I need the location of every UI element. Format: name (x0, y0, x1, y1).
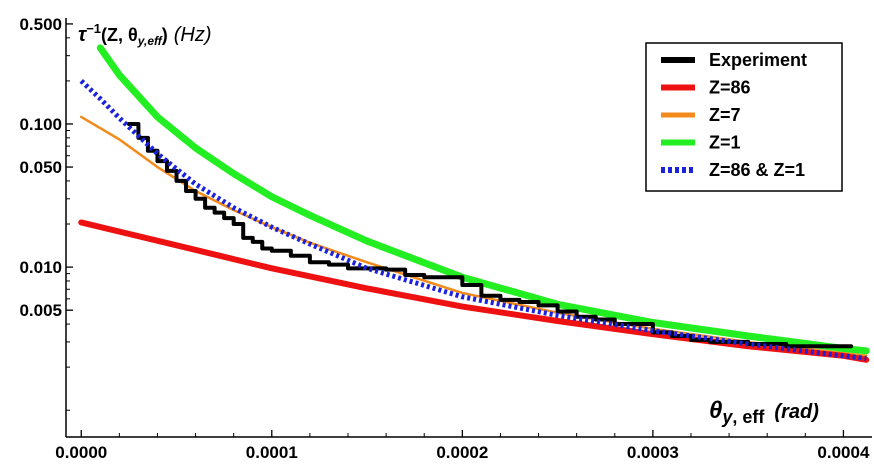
x-axis-title: θy, eff (rad) (709, 397, 819, 427)
legend: Experiment Z=86 Z=7 Z=1 Z=86 & Z=1 (645, 42, 843, 192)
y-tick-label: 0.050 (19, 158, 62, 177)
x-tick-label: 0.0001 (246, 443, 298, 462)
legend-label: Experiment (709, 50, 807, 70)
series-line-z-86-z-1 (79, 79, 867, 361)
series-line-z-7 (79, 115, 868, 358)
y-axis-title: τ−1(Z, θy,eff) (Hz) (78, 21, 212, 48)
y-tick-label: 0.500 (19, 15, 62, 34)
series-line-z-1 (96, 44, 870, 355)
series-line-experiment (126, 121, 854, 349)
legend-label: Z=86 (709, 78, 751, 98)
x-tick-label: 0.0002 (436, 443, 488, 462)
series-layer (78, 44, 870, 363)
x-tick-label: 0.0004 (817, 443, 870, 462)
x-tick-label: 0.0003 (627, 443, 679, 462)
y-tick-label: 0.100 (19, 115, 62, 134)
legend-label: Z=1 (709, 133, 741, 153)
y-tick-label: 0.005 (19, 301, 62, 320)
ticks: 0.0000 0.0001 0.0002 0.0003 0.0004 0.500 0.100… (19, 15, 870, 462)
x-tick-label: 0.0000 (55, 443, 107, 462)
y-tick-label: 0.010 (19, 258, 62, 277)
legend-label: Z=7 (709, 105, 741, 125)
legend-label: Z=86 & Z=1 (709, 160, 805, 180)
